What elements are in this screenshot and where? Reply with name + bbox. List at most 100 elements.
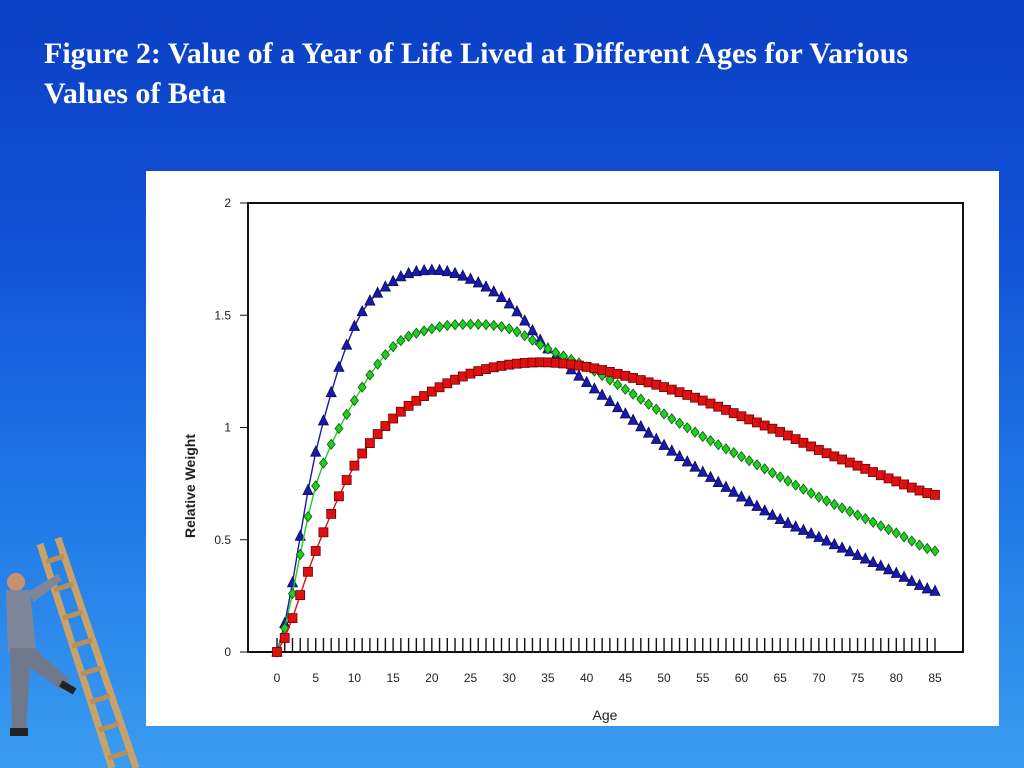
data-point	[698, 430, 708, 443]
data-point	[379, 280, 392, 292]
data-point	[303, 510, 313, 523]
data-point	[464, 272, 477, 284]
data-point	[760, 463, 770, 475]
data-point	[588, 382, 601, 394]
x-tick-label: 15	[386, 671, 400, 685]
x-tick-label: 0	[274, 671, 281, 685]
data-point	[535, 339, 545, 351]
data-point	[859, 552, 871, 564]
data-point	[573, 369, 585, 381]
data-point	[504, 323, 514, 335]
data-point	[720, 480, 732, 492]
data-point	[348, 319, 361, 331]
data-point	[395, 406, 406, 417]
data-point	[867, 555, 879, 568]
data-point	[580, 375, 593, 388]
data-point	[435, 321, 445, 333]
x-axis-label: Age	[593, 707, 618, 723]
data-point	[511, 304, 523, 317]
data-point	[311, 480, 321, 492]
data-point	[658, 438, 670, 450]
line-chart: 0 0.5 1 1.5 2 0 5 10 15 20 25 30 35 40 45 50 55 60 65 70 75…	[182, 196, 964, 723]
data-point	[488, 285, 500, 297]
data-point	[635, 419, 647, 432]
x-tick-label: 50	[657, 671, 671, 685]
data-point	[302, 483, 314, 496]
x-tick-label: 20	[425, 671, 439, 685]
data-point	[450, 319, 460, 331]
data-point	[814, 491, 824, 503]
data-point	[627, 413, 639, 425]
x-tick-label: 45	[619, 671, 633, 685]
data-point	[364, 294, 376, 306]
data-point	[357, 448, 368, 459]
data-point	[380, 421, 391, 431]
data-point	[466, 318, 476, 330]
data-point	[828, 537, 841, 550]
data-point	[433, 263, 446, 276]
x-tick-label: 55	[696, 671, 710, 685]
data-point	[287, 613, 298, 624]
data-point	[922, 542, 932, 555]
data-point	[628, 388, 638, 400]
data-point	[844, 544, 856, 557]
data-point	[333, 360, 345, 372]
data-point	[458, 318, 468, 330]
data-point	[689, 460, 701, 472]
data-point	[520, 330, 530, 342]
data-point	[449, 266, 461, 279]
data-point	[744, 455, 754, 467]
data-point	[613, 378, 623, 391]
data-point	[667, 413, 677, 425]
data-point	[596, 388, 608, 400]
data-point	[642, 426, 655, 438]
data-point	[766, 508, 779, 520]
data-point	[395, 269, 407, 282]
climbing-businessman-image	[6, 536, 140, 768]
ladder	[36, 536, 140, 768]
y-tick-label: 0	[224, 645, 231, 659]
data-point	[822, 495, 832, 507]
data-point	[442, 319, 452, 332]
data-point	[372, 429, 383, 439]
data-point	[318, 457, 328, 469]
chart-panel: 0 0.5 1 1.5 2 0 5 10 15 20 25 30 35 40 45 50 55 60 65 70 75…	[146, 171, 999, 726]
data-point	[650, 432, 662, 444]
data-point	[295, 590, 306, 601]
data-point	[774, 512, 786, 524]
data-point	[891, 527, 901, 539]
data-point	[272, 647, 282, 657]
data-point	[783, 475, 793, 487]
data-point	[287, 587, 297, 600]
x-tick-label: 30	[503, 671, 517, 685]
data-point	[410, 264, 422, 277]
data-point	[930, 545, 940, 557]
data-point	[396, 334, 406, 347]
data-point	[851, 548, 864, 560]
data-point	[419, 325, 429, 337]
data-point	[326, 438, 336, 451]
data-point	[704, 470, 717, 482]
data-point	[388, 341, 398, 353]
x-tick-label: 80	[890, 671, 904, 685]
data-point	[735, 490, 748, 502]
data-point	[790, 520, 802, 532]
data-point	[876, 520, 886, 532]
data-point	[310, 445, 322, 457]
data-point	[318, 527, 329, 538]
data-point	[334, 491, 344, 502]
data-point	[659, 408, 669, 420]
slide-title: Figure 2: Value of a Year of Life Lived …	[44, 37, 909, 110]
data-point	[797, 523, 810, 535]
data-point	[666, 444, 678, 456]
data-point	[712, 475, 724, 487]
data-point	[837, 502, 847, 514]
businessman	[6, 573, 77, 736]
data-point	[791, 479, 801, 491]
data-point	[279, 633, 290, 643]
x-tick-label: 40	[580, 671, 594, 685]
y-tick-label: 1.5	[214, 308, 231, 322]
data-point	[705, 435, 716, 447]
data-point	[906, 574, 918, 586]
data-point	[371, 286, 384, 298]
